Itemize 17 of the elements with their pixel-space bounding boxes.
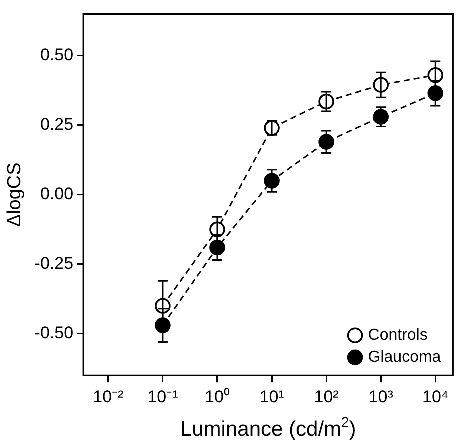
point	[264, 173, 280, 189]
x-tick-label: 10⁻¹	[148, 387, 179, 406]
y-tick-label: -0.50	[34, 324, 74, 343]
x-tick-label: 10²	[314, 387, 340, 406]
legend-label: Controls	[368, 327, 428, 344]
y-tick-label: 0.25	[40, 115, 74, 134]
x-tick-label: 10⁴	[422, 387, 449, 406]
x-tick-label: 10⁰	[205, 387, 230, 406]
x-tick-label: 10¹	[260, 387, 285, 406]
point	[318, 134, 334, 150]
legend-label: Glaucoma	[368, 349, 442, 366]
y-tick-label: 0.00	[40, 184, 74, 204]
x-tick-label: 10³	[368, 387, 394, 406]
y-axis-title: ΔlogCS	[4, 162, 26, 228]
y-tick-label: -0.25	[34, 254, 74, 274]
y-tick-label: 0.50	[40, 46, 74, 65]
x-tick-label: 10⁻²	[93, 387, 124, 406]
